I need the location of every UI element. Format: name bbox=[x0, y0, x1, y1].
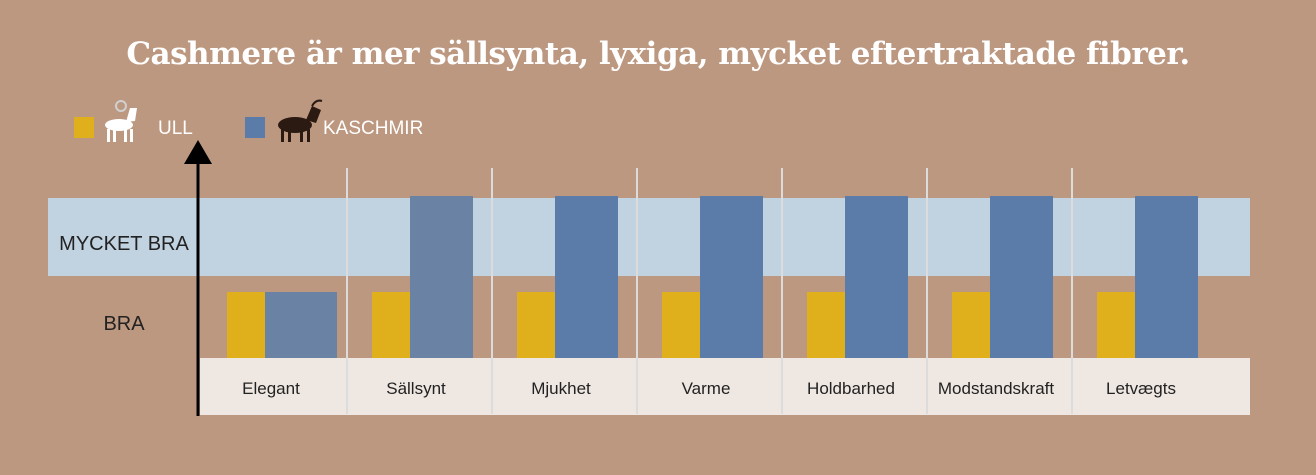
bar-kaschmir-7 bbox=[1135, 196, 1198, 358]
chart-title: Cashmere är mer sällsynta, lyxiga, mycke… bbox=[126, 36, 1190, 72]
y-level-label-mycket-bra: MYCKET BRA bbox=[59, 233, 189, 255]
bar-ull-6 bbox=[952, 292, 990, 358]
bar-kaschmir-4 bbox=[700, 196, 763, 358]
bar-kaschmir-1 bbox=[265, 292, 337, 358]
black-goat-icon bbox=[278, 99, 323, 142]
y-axis-arrow bbox=[184, 140, 212, 164]
legend-ull-swatch bbox=[74, 117, 94, 138]
bar-kaschmir-2 bbox=[410, 196, 473, 358]
category-label: Holdbarhed bbox=[807, 379, 895, 398]
category-label: Varme bbox=[682, 379, 731, 398]
bar-ull-7 bbox=[1097, 292, 1135, 358]
legend-ull-label: ULL bbox=[158, 118, 193, 139]
bar-ull-4 bbox=[662, 292, 700, 358]
bar-ull-1 bbox=[227, 292, 265, 358]
mycket-bra-band bbox=[48, 198, 1250, 276]
bar-ull-5 bbox=[807, 292, 845, 358]
category-label: Sällsynt bbox=[386, 379, 446, 398]
category-label: Elegant bbox=[242, 379, 300, 398]
legend-kaschmir-label: KASCHMIR bbox=[323, 118, 423, 139]
bar-ull-2 bbox=[372, 292, 410, 358]
category-label: Letvægts bbox=[1106, 379, 1176, 398]
bar-kaschmir-6 bbox=[990, 196, 1053, 358]
y-level-label-bra: BRA bbox=[103, 313, 145, 335]
category-label: Modstandskraft bbox=[938, 379, 1054, 398]
legend-kaschmir-swatch bbox=[245, 117, 265, 138]
bar-ull-3 bbox=[517, 292, 555, 358]
bar-kaschmir-5 bbox=[845, 196, 908, 358]
bar-kaschmir-3 bbox=[555, 196, 618, 358]
white-goat-icon bbox=[105, 100, 137, 142]
category-axis-strip bbox=[200, 358, 1250, 415]
category-label: Mjukhet bbox=[531, 379, 591, 398]
